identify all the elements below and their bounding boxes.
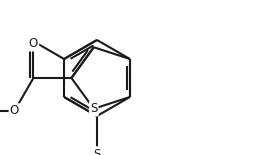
Text: O: O <box>29 37 38 50</box>
Text: O: O <box>10 104 19 117</box>
Text: S: S <box>90 102 98 115</box>
Text: S: S <box>93 148 101 155</box>
